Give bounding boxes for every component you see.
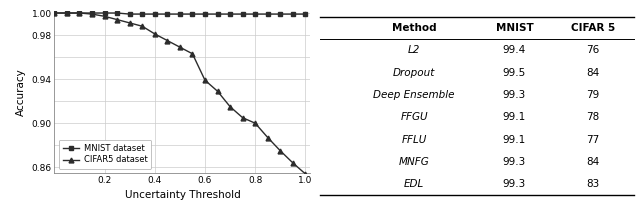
MNIST dataset bbox=[301, 13, 309, 15]
MNIST dataset bbox=[176, 13, 184, 15]
Text: 99.4: 99.4 bbox=[503, 45, 526, 55]
MNIST dataset bbox=[276, 13, 284, 15]
X-axis label: Uncertainty Threshold: Uncertainty Threshold bbox=[125, 190, 240, 200]
Text: 84: 84 bbox=[586, 68, 600, 78]
CIFAR5 dataset bbox=[289, 162, 297, 164]
MNIST dataset bbox=[252, 13, 259, 15]
MNIST dataset bbox=[163, 13, 171, 15]
MNIST dataset bbox=[201, 13, 209, 15]
Text: 83: 83 bbox=[586, 179, 600, 189]
CIFAR5 dataset bbox=[63, 12, 71, 14]
MNIST dataset bbox=[138, 13, 146, 15]
CIFAR5 dataset bbox=[214, 90, 221, 92]
CIFAR5 dataset bbox=[138, 25, 146, 27]
MNIST dataset bbox=[63, 12, 71, 14]
CIFAR5 dataset bbox=[88, 13, 96, 15]
Legend: MNIST dataset, CIFAR5 dataset: MNIST dataset, CIFAR5 dataset bbox=[59, 140, 152, 169]
Line: MNIST dataset: MNIST dataset bbox=[52, 11, 308, 17]
Text: 99.3: 99.3 bbox=[503, 179, 526, 189]
Text: 99.3: 99.3 bbox=[503, 157, 526, 167]
MNIST dataset bbox=[189, 13, 196, 15]
CIFAR5 dataset bbox=[239, 116, 246, 119]
Text: FFGU: FFGU bbox=[400, 112, 428, 122]
CIFAR5 dataset bbox=[163, 39, 171, 42]
CIFAR5 dataset bbox=[100, 15, 108, 18]
CIFAR5 dataset bbox=[189, 52, 196, 55]
Text: CIFAR 5: CIFAR 5 bbox=[571, 23, 615, 33]
CIFAR5 dataset bbox=[276, 149, 284, 152]
MNIST dataset bbox=[214, 13, 221, 15]
MNIST dataset bbox=[100, 12, 108, 14]
CIFAR5 dataset bbox=[264, 136, 271, 139]
CIFAR5 dataset bbox=[113, 18, 121, 21]
CIFAR5 dataset bbox=[201, 79, 209, 81]
Y-axis label: Accuracy: Accuracy bbox=[16, 68, 26, 116]
CIFAR5 dataset bbox=[126, 22, 134, 24]
CIFAR5 dataset bbox=[76, 12, 83, 14]
Text: 99.1: 99.1 bbox=[503, 112, 526, 122]
Line: CIFAR5 dataset: CIFAR5 dataset bbox=[52, 11, 308, 176]
Text: 77: 77 bbox=[586, 135, 600, 145]
CIFAR5 dataset bbox=[252, 122, 259, 124]
CIFAR5 dataset bbox=[151, 33, 159, 35]
Text: Dropout: Dropout bbox=[393, 68, 435, 78]
CIFAR5 dataset bbox=[176, 46, 184, 48]
Text: Method: Method bbox=[392, 23, 436, 33]
MNIST dataset bbox=[239, 13, 246, 15]
Text: Deep Ensemble: Deep Ensemble bbox=[373, 90, 455, 100]
CIFAR5 dataset bbox=[227, 105, 234, 108]
MNIST dataset bbox=[289, 13, 297, 15]
MNIST dataset bbox=[227, 13, 234, 15]
MNIST dataset bbox=[51, 12, 58, 14]
Text: L2: L2 bbox=[408, 45, 420, 55]
Text: MNFG: MNFG bbox=[399, 157, 429, 167]
Text: EDL: EDL bbox=[404, 179, 424, 189]
Text: 84: 84 bbox=[586, 157, 600, 167]
MNIST dataset bbox=[264, 13, 271, 15]
CIFAR5 dataset bbox=[301, 173, 309, 175]
Text: 76: 76 bbox=[586, 45, 600, 55]
Text: 99.1: 99.1 bbox=[503, 135, 526, 145]
Text: 78: 78 bbox=[586, 112, 600, 122]
Text: FFLU: FFLU bbox=[401, 135, 427, 145]
Text: 99.5: 99.5 bbox=[503, 68, 526, 78]
MNIST dataset bbox=[88, 12, 96, 14]
MNIST dataset bbox=[126, 13, 134, 15]
MNIST dataset bbox=[151, 13, 159, 15]
CIFAR5 dataset bbox=[51, 12, 58, 14]
Text: 99.3: 99.3 bbox=[503, 90, 526, 100]
Text: MNIST: MNIST bbox=[495, 23, 533, 33]
MNIST dataset bbox=[113, 12, 121, 14]
Text: 79: 79 bbox=[586, 90, 600, 100]
MNIST dataset bbox=[76, 12, 83, 14]
